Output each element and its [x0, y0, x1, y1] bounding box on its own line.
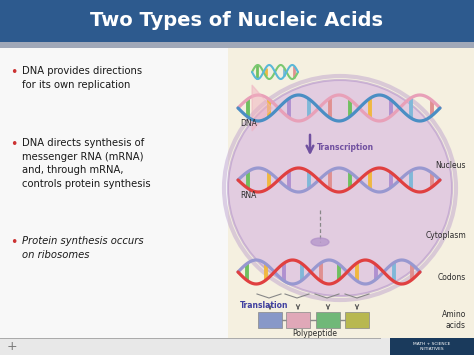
Text: •: •	[10, 66, 18, 79]
Text: Protein synthesis occurs
on ribosomes: Protein synthesis occurs on ribosomes	[22, 236, 144, 260]
Text: MATH + SCIENCE
INITIATIVES: MATH + SCIENCE INITIATIVES	[413, 342, 451, 351]
Bar	[0, 338, 474, 355]
Text: Cytoplasm: Cytoplasm	[425, 230, 466, 240]
Bar	[228, 48, 474, 338]
Text: +: +	[7, 340, 18, 353]
Text: RNA: RNA	[240, 191, 256, 201]
Text: •: •	[10, 236, 18, 249]
Text: DNA provides directions
for its own replication: DNA provides directions for its own repl…	[22, 66, 142, 89]
Text: DNA directs synthesis of
messenger RNA (mRNA)
and, through mRNA,
controls protei: DNA directs synthesis of messenger RNA (…	[22, 138, 151, 189]
Text: Two Types of Nucleic Acids: Two Types of Nucleic Acids	[91, 11, 383, 31]
Bar	[0, 42, 474, 48]
Bar	[390, 336, 474, 355]
Polygon shape	[252, 85, 272, 131]
Text: Amino
acids: Amino acids	[442, 310, 466, 330]
Ellipse shape	[228, 80, 452, 296]
Text: DNA: DNA	[240, 120, 257, 129]
Bar	[316, 312, 340, 328]
Text: Polypeptide: Polypeptide	[292, 329, 337, 339]
Bar	[286, 312, 310, 328]
Text: •: •	[10, 138, 18, 151]
Bar	[0, 0, 474, 42]
Ellipse shape	[311, 238, 329, 246]
Bar	[258, 312, 282, 328]
Text: Translation: Translation	[240, 300, 289, 310]
Bar	[345, 312, 369, 328]
Text: Codons: Codons	[438, 273, 466, 283]
Text: Nucleus: Nucleus	[436, 160, 466, 169]
Bar	[0, 48, 474, 338]
Text: Transcription: Transcription	[317, 142, 374, 152]
